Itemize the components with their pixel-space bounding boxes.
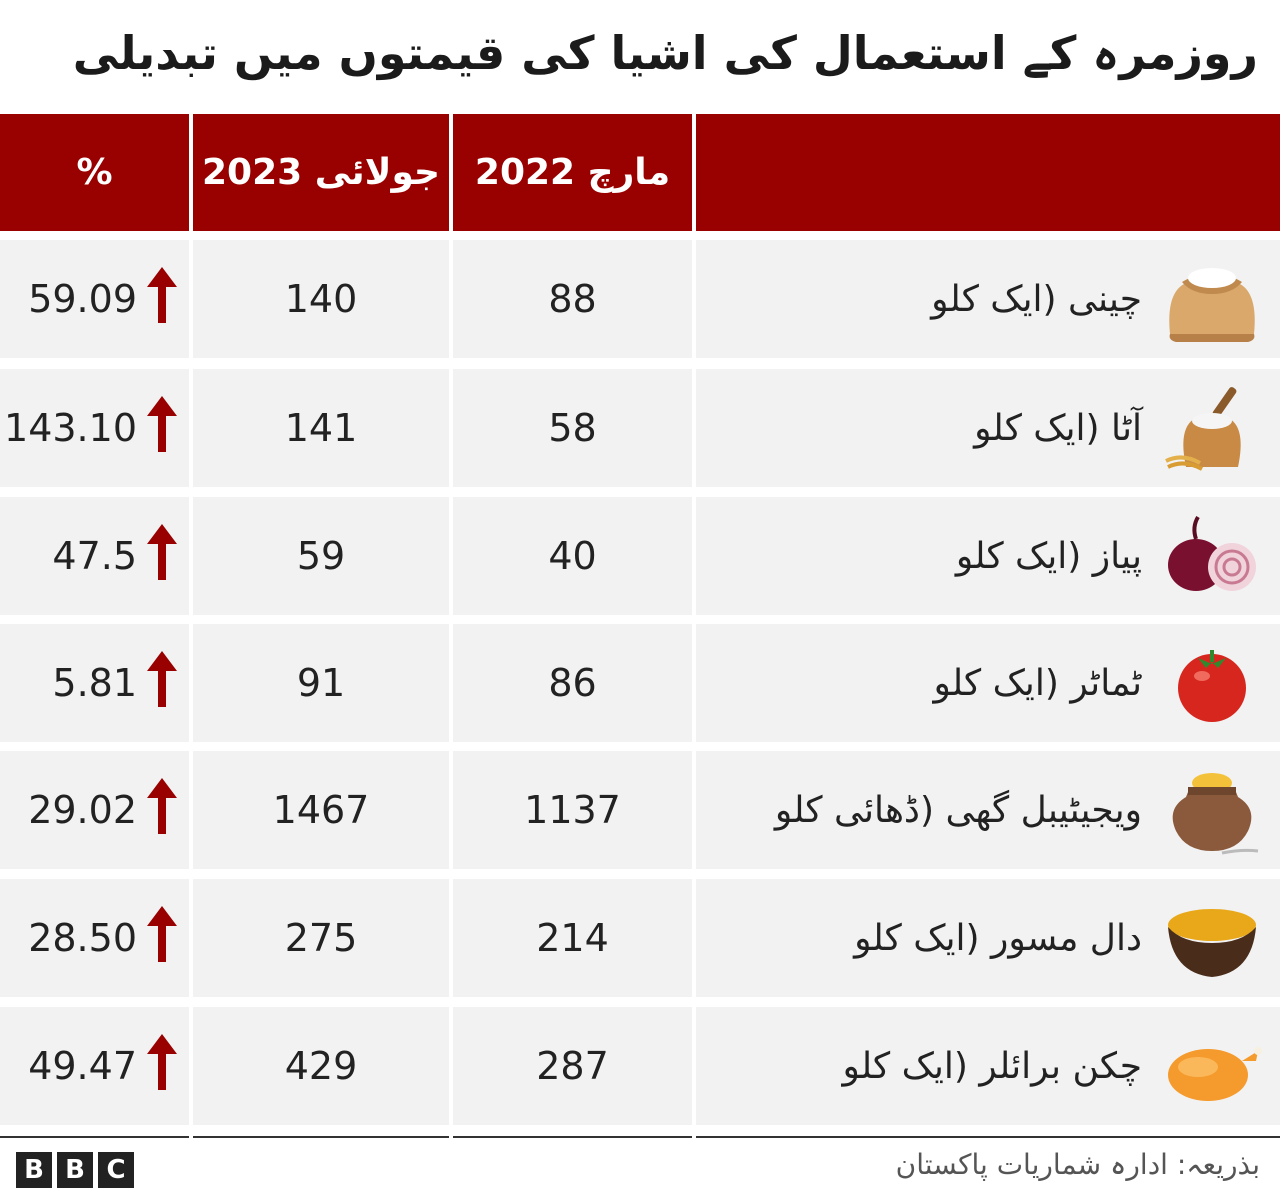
row-july-cell: 140	[193, 240, 449, 358]
item-label: چکن برائلر (ایک کلو	[842, 1045, 1143, 1087]
march-2022-value: 40	[548, 534, 597, 578]
row-item-cell: پیاز (ایک کلو	[696, 497, 1280, 615]
row-pct-cell: 29.02	[0, 751, 189, 869]
row-july-cell: 275	[193, 879, 449, 997]
up-arrow-icon	[147, 1033, 177, 1099]
source-note: بذریعہ: ادارہ شماریات پاکستان	[895, 1148, 1260, 1181]
pct-value: 5.81	[52, 661, 137, 705]
july-2023-value: 141	[284, 406, 358, 450]
march-2022-value: 88	[548, 277, 597, 321]
row-pct-cell: 28.50	[0, 879, 189, 997]
item-label: ویجیٹیبل گھی (ڈھائی کلو	[774, 789, 1142, 831]
july-2023-value: 275	[284, 916, 358, 960]
pct-value: 47.5	[52, 534, 137, 578]
tomato-icon	[1162, 638, 1262, 728]
row-march-cell: 88	[453, 240, 692, 358]
row-pct-cell: 143.10	[0, 369, 189, 487]
header-march-2022-label: مارچ 2022	[474, 152, 671, 193]
up-arrow-icon	[147, 650, 177, 716]
july-2023-value: 91	[296, 661, 346, 705]
row-pct-cell: 47.5	[0, 497, 189, 615]
up-arrow-icon	[147, 777, 177, 843]
header-march-2022: مارچ 2022	[453, 114, 692, 231]
march-2022-value: 287	[536, 1044, 609, 1088]
pct-value: 29.02	[28, 788, 137, 832]
row-march-cell: 40	[453, 497, 692, 615]
march-2022-value: 86	[548, 661, 597, 705]
row-july-cell: 429	[193, 1007, 449, 1125]
july-2023-value: 429	[284, 1044, 358, 1088]
row-pct-cell: 59.09	[0, 240, 189, 358]
july-2023-value: 140	[284, 277, 358, 321]
row-item-cell: ویجیٹیبل گھی (ڈھائی کلو	[696, 751, 1280, 869]
row-march-cell: 1137	[453, 751, 692, 869]
item-label: چینی (ایک کلو	[931, 278, 1142, 320]
lentil-bowl-icon	[1162, 893, 1262, 983]
item-label: پیاز (ایک کلو	[955, 535, 1142, 577]
bbc-logo: B B C	[16, 1152, 134, 1188]
row-pct-cell: 49.47	[0, 1007, 189, 1125]
row-march-cell: 214	[453, 879, 692, 997]
row-pct-cell: 5.81	[0, 624, 189, 742]
up-arrow-icon	[147, 395, 177, 461]
july-2023-value: 59	[296, 534, 346, 578]
header-july-2023: جولائی 2023	[193, 114, 449, 231]
roast-chicken-icon	[1162, 1021, 1262, 1111]
row-july-cell: 1467	[193, 751, 449, 869]
item-label: دال مسور (ایک کلو	[854, 917, 1142, 959]
table-bottom-rule	[696, 1136, 1280, 1138]
header-july-2023-label: جولائی 2023	[202, 152, 440, 193]
pct-value: 49.47	[28, 1044, 137, 1088]
bbc-logo-c: C	[98, 1152, 134, 1188]
page-title: روزمرہ کے استعمال کی اشیا کی قیمتوں میں …	[72, 26, 1258, 80]
row-item-cell: ٹماٹر (ایک کلو	[696, 624, 1280, 742]
row-march-cell: 86	[453, 624, 692, 742]
ghee-pot-icon	[1162, 765, 1262, 855]
flour-sack-icon	[1162, 383, 1262, 473]
row-item-cell: چکن برائلر (ایک کلو	[696, 1007, 1280, 1125]
pct-value: 59.09	[28, 277, 137, 321]
row-march-cell: 287	[453, 1007, 692, 1125]
header-pct: %	[0, 114, 189, 231]
table-bottom-rule	[453, 1136, 692, 1138]
header-item	[696, 114, 1280, 231]
onion-icon	[1162, 511, 1262, 601]
up-arrow-icon	[147, 266, 177, 332]
table-bottom-rule	[0, 1136, 189, 1138]
july-2023-value: 1467	[272, 788, 370, 832]
item-label: ٹماٹر (ایک کلو	[933, 662, 1142, 704]
row-item-cell: چینی (ایک کلو	[696, 240, 1280, 358]
march-2022-value: 214	[536, 916, 609, 960]
row-july-cell: 141	[193, 369, 449, 487]
row-july-cell: 91	[193, 624, 449, 742]
march-2022-value: 58	[548, 406, 597, 450]
sugar-sack-icon	[1162, 254, 1262, 344]
row-item-cell: آٹا (ایک کلو	[696, 369, 1280, 487]
item-label: آٹا (ایک کلو	[974, 407, 1142, 449]
up-arrow-icon	[147, 523, 177, 589]
row-july-cell: 59	[193, 497, 449, 615]
up-arrow-icon	[147, 905, 177, 971]
bbc-logo-b1: B	[16, 1152, 52, 1188]
bbc-logo-b2: B	[57, 1152, 93, 1188]
row-item-cell: دال مسور (ایک کلو	[696, 879, 1280, 997]
march-2022-value: 1137	[524, 788, 621, 832]
table-bottom-rule	[193, 1136, 449, 1138]
row-march-cell: 58	[453, 369, 692, 487]
pct-value: 143.10	[4, 406, 137, 450]
pct-value: 28.50	[28, 916, 137, 960]
